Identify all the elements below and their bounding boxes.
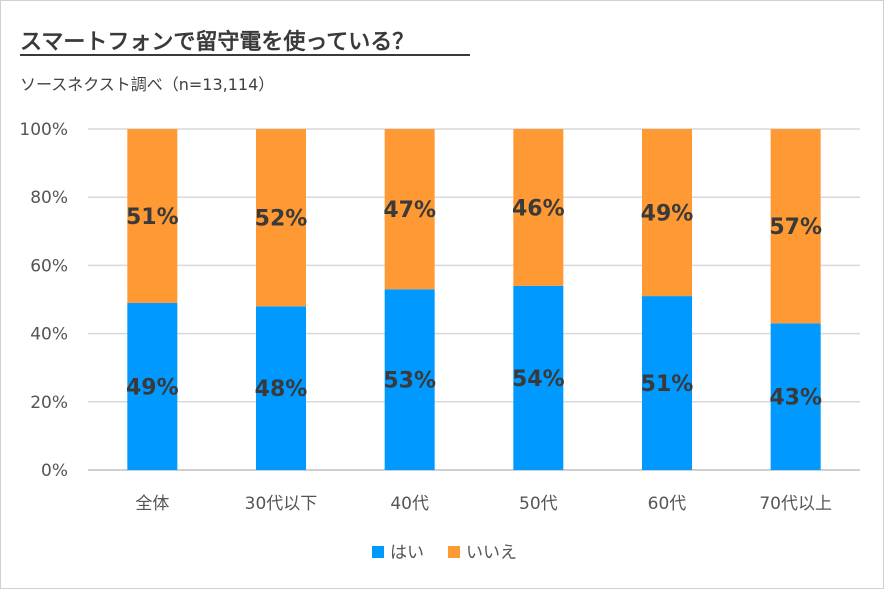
legend-swatch bbox=[372, 546, 384, 558]
chart-title: スマートフォンで留守電を使っている？ bbox=[20, 30, 415, 55]
title-underline bbox=[20, 54, 470, 56]
data-label: 46% bbox=[512, 196, 565, 221]
bar-segment bbox=[642, 129, 692, 297]
data-label: 47% bbox=[383, 198, 436, 223]
x-axis-categories: 全体 30代以下 40代 50代 60代 70代以上 bbox=[135, 494, 832, 514]
gridlines bbox=[88, 128, 860, 471]
data-label: 54% bbox=[512, 367, 565, 392]
y-tick-label: 20% bbox=[30, 393, 68, 413]
legend-swatch bbox=[448, 546, 460, 558]
bar-segment bbox=[256, 129, 306, 307]
bar-segment bbox=[642, 296, 692, 470]
bar-segment bbox=[770, 129, 821, 324]
y-tick-label: 60% bbox=[30, 256, 68, 276]
bars bbox=[127, 129, 821, 470]
legend-label: いいえ bbox=[466, 543, 517, 563]
bar-segment bbox=[256, 306, 306, 470]
y-tick-label: 100% bbox=[19, 120, 68, 140]
category-label: 70代以上 bbox=[759, 494, 832, 514]
category-label: 50代 bbox=[519, 494, 558, 514]
category-label: 40代 bbox=[390, 494, 429, 514]
data-label: 49% bbox=[126, 375, 179, 400]
category-label: 60代 bbox=[648, 494, 687, 514]
data-label: 53% bbox=[383, 369, 436, 394]
data-labels: 49% 51% 48% 52% 53% 47% 54% 46% 51% 49% 43% 57% bbox=[126, 196, 822, 410]
bar-segment bbox=[513, 129, 564, 286]
data-label: 51% bbox=[126, 205, 179, 230]
category-label: 全体 bbox=[135, 494, 169, 514]
legend: はい いいえ bbox=[372, 543, 517, 563]
y-tick-label: 40% bbox=[30, 325, 68, 345]
data-label: 43% bbox=[769, 386, 822, 411]
category-label: 30代以下 bbox=[245, 494, 318, 514]
bar-segment bbox=[127, 302, 178, 470]
bar-segment bbox=[127, 129, 178, 303]
y-axis-ticks: 0% 20% 40% 60% 80% 100% bbox=[19, 120, 68, 481]
data-label: 52% bbox=[255, 207, 308, 232]
bar-segment bbox=[770, 323, 821, 470]
data-label: 49% bbox=[641, 202, 694, 227]
legend-label: はい bbox=[390, 543, 424, 563]
data-label: 51% bbox=[641, 372, 694, 397]
bar-segment bbox=[513, 285, 564, 470]
bar-segment bbox=[384, 289, 435, 470]
data-label: 57% bbox=[769, 215, 822, 240]
chart-subtitle: ソースネクスト調べ（n=13,114） bbox=[20, 75, 275, 94]
bar-segment bbox=[384, 129, 435, 290]
y-tick-label: 0% bbox=[41, 461, 68, 481]
data-label: 48% bbox=[255, 377, 308, 402]
y-tick-label: 80% bbox=[30, 188, 68, 208]
